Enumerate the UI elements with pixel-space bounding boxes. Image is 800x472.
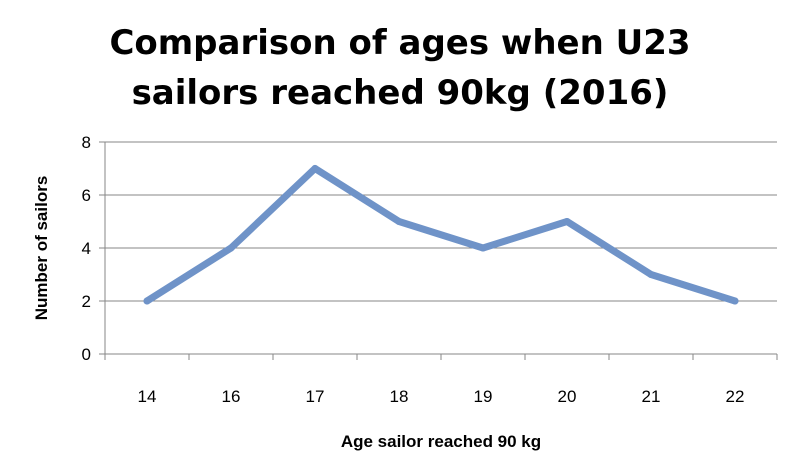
y-tick-label: 6 <box>82 186 91 205</box>
x-tick-label: 17 <box>306 387 325 406</box>
data-point <box>479 244 487 252</box>
x-tick-labels: 14 16 17 18 19 20 21 22 <box>104 354 778 406</box>
y-tick-label: 2 <box>82 292 91 311</box>
x-tick-label: 19 <box>474 387 493 406</box>
data-point <box>143 297 151 305</box>
x-tick-label: 21 <box>642 387 661 406</box>
y-tick-label: 4 <box>82 239 91 258</box>
series <box>143 165 739 305</box>
data-point <box>227 244 235 252</box>
chart-title-line-2: sailors reached 90kg (2016) <box>131 73 669 113</box>
x-tick-label: 22 <box>726 387 745 406</box>
y-axis-label: Number of sailors <box>32 176 51 321</box>
x-tick-label: 18 <box>390 387 409 406</box>
data-point <box>311 165 319 172</box>
y-tick-label: 8 <box>82 133 91 152</box>
data-point <box>731 297 739 305</box>
x-axis-label: Age sailor reached 90 kg <box>341 432 541 451</box>
gridlines <box>99 141 777 355</box>
data-point <box>647 271 655 278</box>
chart-title-line-1: Comparison of ages when U23 <box>109 23 691 63</box>
data-point <box>395 218 403 225</box>
y-tick-labels: 0 2 4 6 8 <box>82 133 91 364</box>
x-tick-label: 20 <box>558 387 577 406</box>
chart-title: Comparison of ages when U23 sailors reac… <box>0 18 800 118</box>
series-line <box>143 165 739 305</box>
y-tick-label: 0 <box>82 345 91 364</box>
x-tick-label: 14 <box>138 387 157 406</box>
x-tick-label: 16 <box>222 387 241 406</box>
data-point <box>563 218 571 225</box>
